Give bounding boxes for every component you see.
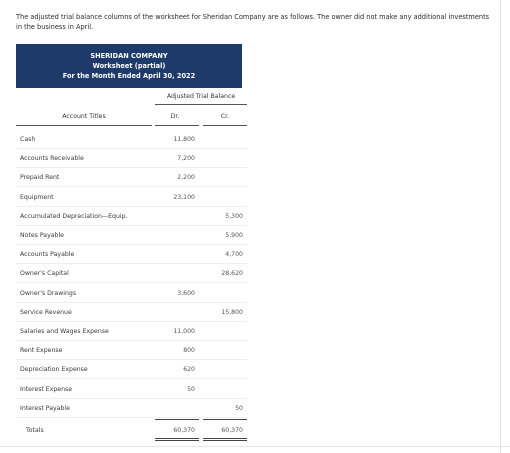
account-title: Owner's Drawings xyxy=(20,289,77,297)
account-title: Interest Payable xyxy=(20,404,70,412)
period-label: For the Month Ended April 30, 2022 xyxy=(62,72,196,80)
credit-amount: 28,620 xyxy=(221,270,243,278)
row-separator xyxy=(16,224,247,226)
row-separator xyxy=(16,244,247,245)
row-separator xyxy=(16,340,247,341)
worksheet-header-banner: SHERIDAN COMPANY Worksheet (partial) For… xyxy=(16,44,242,88)
row-separator xyxy=(16,263,247,265)
account-title: Service Revenue xyxy=(20,308,72,316)
debit-amount: 23,100 xyxy=(173,193,195,201)
debit-amount: 11,800 xyxy=(173,136,195,143)
double-rule-debit xyxy=(155,437,199,441)
account-row: Service Revenue 15,800 xyxy=(16,307,247,319)
account-title: Accumulated Depreciation—Equip. xyxy=(20,212,128,220)
row-separator xyxy=(16,397,247,399)
debit-amount: 50 xyxy=(187,385,195,393)
totals-row: Totals 60,370 60,370 xyxy=(16,425,247,437)
header-rule-credit xyxy=(203,125,247,126)
account-title: Equipment xyxy=(20,193,54,201)
debit-amount: 7,200 xyxy=(177,155,195,163)
account-row: Cash 11,800 xyxy=(16,134,247,146)
column-group-rule xyxy=(155,104,247,105)
account-title: Cash xyxy=(20,136,36,143)
row-separator xyxy=(16,282,247,284)
row-separator xyxy=(16,167,247,169)
row-separator xyxy=(16,320,247,322)
account-row: Interest Payable 50 xyxy=(16,403,247,415)
account-title: Accounts Receivable xyxy=(20,155,84,163)
problem-statement: The adjusted trial balance columns of th… xyxy=(16,13,490,31)
credit-amount: 50 xyxy=(235,404,243,412)
account-title: Prepaid Rent xyxy=(20,174,60,182)
row-separator xyxy=(16,186,247,188)
row-separator xyxy=(16,359,247,361)
company-name: SHERIDAN COMPANY xyxy=(90,52,168,60)
account-row: Accounts Payable 4,700 xyxy=(16,249,247,261)
row-separator xyxy=(16,378,247,380)
double-rule-credit xyxy=(203,437,247,441)
column-group-header: Adjusted Trial Balance xyxy=(166,93,236,100)
account-row: Interest Expense 50 xyxy=(16,384,247,396)
header-rule-debit xyxy=(155,125,199,126)
credit-amount: 5,300 xyxy=(225,212,243,220)
debit-amount: 11,000 xyxy=(173,328,195,335)
account-row: Notes Payable 5,900 xyxy=(16,230,247,242)
credit-column-header: Cr. xyxy=(220,113,230,120)
account-row: Rent Expense 800 xyxy=(16,345,247,357)
totals-label: Totals xyxy=(26,426,44,434)
credit-amount: 5,900 xyxy=(225,232,243,239)
account-title: Depreciation Expense xyxy=(20,366,88,374)
account-row: Accounts Receivable 7,200 xyxy=(16,153,247,165)
page-bottom-border xyxy=(0,446,510,447)
account-row: Owner's Drawings 3,600 xyxy=(16,288,247,300)
row-separator xyxy=(16,148,247,149)
account-row: Prepaid Rent 2,200 xyxy=(16,172,247,184)
account-title: Owner's Capital xyxy=(20,270,69,278)
totals-debit: 60,370 xyxy=(173,426,195,434)
debit-amount: 620 xyxy=(183,366,195,374)
sum-rule-credit xyxy=(203,418,247,420)
account-row: Depreciation Expense 620 xyxy=(16,364,247,376)
account-title: Rent Expense xyxy=(20,347,63,355)
page-right-border xyxy=(500,0,501,453)
credit-amount: 4,700 xyxy=(225,251,243,259)
row-separator xyxy=(16,416,247,418)
account-row: Accumulated Depreciation—Equip. 5,300 xyxy=(16,211,247,223)
debit-amount: 2,200 xyxy=(177,174,195,182)
sum-rule-debit xyxy=(155,418,199,420)
header-rule-titles xyxy=(16,125,152,126)
account-titles-header: Account Titles xyxy=(62,113,106,120)
debit-amount: 800 xyxy=(183,347,195,355)
document-name: Worksheet (partial) xyxy=(92,62,166,70)
credit-amount: 15,800 xyxy=(221,308,243,316)
worksheet-table: SHERIDAN COMPANY Worksheet (partial) For… xyxy=(16,44,247,441)
account-title: Salaries and Wages Expense xyxy=(20,328,109,335)
debit-column-header: Dr. xyxy=(170,113,180,120)
totals-credit: 60,370 xyxy=(221,426,243,434)
account-title: Notes Payable xyxy=(20,232,64,239)
account-row: Equipment 23,100 xyxy=(16,192,247,204)
debit-amount: 3,600 xyxy=(177,289,195,297)
account-row: Salaries and Wages Expense 11,000 xyxy=(16,326,247,338)
row-separator xyxy=(16,301,247,303)
account-title: Interest Expense xyxy=(20,385,73,393)
account-row: Owner's Capital 28,620 xyxy=(16,268,247,280)
account-title: Accounts Payable xyxy=(20,251,75,259)
row-separator xyxy=(16,205,247,207)
